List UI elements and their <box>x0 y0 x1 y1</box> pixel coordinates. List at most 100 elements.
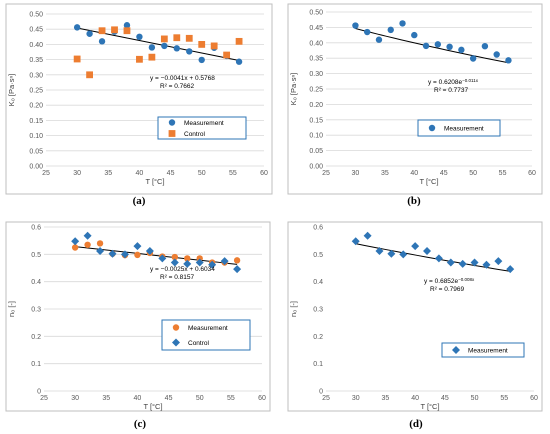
y-tick-label: 0.4 <box>31 279 41 286</box>
data-point <box>422 42 430 50</box>
legend-label: Measurement <box>188 325 228 332</box>
y-tick-label: 0.15 <box>29 118 43 125</box>
data-point <box>184 255 191 262</box>
x-tick-label: 25 <box>322 170 330 177</box>
data-point <box>469 55 477 62</box>
data-point <box>470 258 479 267</box>
data-point <box>86 30 93 37</box>
y-tick-label: 0.45 <box>29 27 43 34</box>
data-point <box>446 258 455 267</box>
x-tick-label: 40 <box>136 170 144 177</box>
data-point <box>133 242 142 251</box>
data-point <box>506 265 515 274</box>
data-point <box>86 71 93 79</box>
data-point <box>446 43 453 51</box>
x-tick-label: 40 <box>411 395 419 402</box>
y-tick-label: 0.3 <box>31 307 41 314</box>
y-tick-label: 0.5 <box>31 252 41 259</box>
r-squared: R² = 0.7969 <box>430 286 465 293</box>
x-tick-label: 45 <box>165 395 173 402</box>
data-point <box>98 38 106 45</box>
x-tick-label: 50 <box>469 170 477 177</box>
data-point <box>71 244 79 251</box>
legend-marker <box>172 324 180 331</box>
y-tick-label: 0.40 <box>29 42 43 49</box>
data-point <box>352 22 359 29</box>
data-point <box>161 42 168 50</box>
y-tick-label: 0.25 <box>29 88 43 95</box>
series-measurement <box>351 231 515 274</box>
y-axis-label: K₀ [Pa·sⁿ] <box>289 73 298 106</box>
x-tick-label: 30 <box>71 395 79 402</box>
y-tick-label: 0.4 <box>313 279 323 286</box>
y-axis-label: n₀ [-] <box>7 301 16 317</box>
data-point <box>123 27 131 35</box>
y-tick-label: 0.40 <box>309 40 323 47</box>
data-point <box>399 20 406 27</box>
data-point <box>183 259 192 268</box>
y-tick-label: 0.30 <box>309 71 323 78</box>
series-control <box>71 231 242 274</box>
data-point <box>145 247 154 256</box>
data-point <box>481 42 489 50</box>
y-tick-label: 0.25 <box>309 87 323 94</box>
data-point <box>375 36 383 43</box>
data-point <box>186 48 193 55</box>
legend: Measurement <box>441 342 525 358</box>
legend-box <box>441 342 525 358</box>
data-point <box>220 257 229 266</box>
chart-panel-b: 0.00 0.05 0.10 0.15 0.20 0.25 0.30 0.35 0.40 0.45… <box>287 3 543 195</box>
equation-exponent: −0.011x <box>462 78 479 83</box>
data-point <box>170 258 179 267</box>
y-tick-label: 0.05 <box>29 148 43 155</box>
x-axis-label: T [°C] <box>143 402 162 411</box>
trend-line <box>355 243 511 272</box>
data-point <box>73 55 81 63</box>
trendline-equation: y = −0.0025x + 0.6034 <box>150 266 215 273</box>
y-tick-label: 0.15 <box>309 117 323 124</box>
x-tick-label: 45 <box>167 170 175 177</box>
y-tick-label: 0.6 <box>31 225 41 232</box>
data-point <box>387 249 396 258</box>
data-point <box>411 242 420 251</box>
panel-frame <box>5 3 273 195</box>
data-point <box>84 241 91 248</box>
legend-label: Control <box>188 340 210 347</box>
x-tick-label: 35 <box>104 170 112 177</box>
y-tick-label: 0.20 <box>29 103 43 110</box>
y-tick-label: 0.6 <box>313 225 323 232</box>
trendline-equation: y = −0.0041x + 0.5768 <box>150 75 215 82</box>
data-point <box>363 231 372 240</box>
data-point <box>196 255 203 262</box>
data-point <box>351 237 360 246</box>
data-point <box>233 257 241 264</box>
r-squared: R² = 0.7737 <box>434 87 469 94</box>
data-point <box>158 254 167 263</box>
x-tick-label: 50 <box>196 395 204 402</box>
data-point <box>482 260 491 269</box>
data-point <box>411 31 418 39</box>
chart-panel-c: 0 0.1 0.2 0.3 0.4 0.5 0.6 25 30 35 40 45 50 55 60 T [°C… <box>5 221 271 412</box>
data-point <box>208 260 217 269</box>
x-tick-label: 30 <box>73 170 81 177</box>
x-tick-label: 40 <box>134 395 142 402</box>
data-point <box>223 51 231 59</box>
data-point <box>399 250 408 259</box>
data-point <box>494 257 503 266</box>
x-tick-label: 25 <box>322 395 330 402</box>
data-point <box>111 26 118 34</box>
series-measurement <box>352 20 512 64</box>
y-tick-label: 0.00 <box>29 164 43 171</box>
legend-box <box>417 119 501 137</box>
chart-panel-d: 0 0.1 0.2 0.3 0.4 0.5 0.6 25 30 35 40 45 50 55 60 T [°C… <box>287 221 543 412</box>
y-tick-label: 0.2 <box>31 334 41 341</box>
trendline-equation: y = 0.6852e−0.008x <box>424 277 475 286</box>
data-point <box>120 250 129 259</box>
legend-marker <box>168 130 176 137</box>
data-point <box>136 55 143 63</box>
y-tick-label: 0.50 <box>309 10 323 17</box>
data-point <box>505 57 512 64</box>
data-point <box>235 58 243 65</box>
panel-caption: (d) <box>409 418 423 430</box>
panel-caption: (c) <box>134 418 147 430</box>
